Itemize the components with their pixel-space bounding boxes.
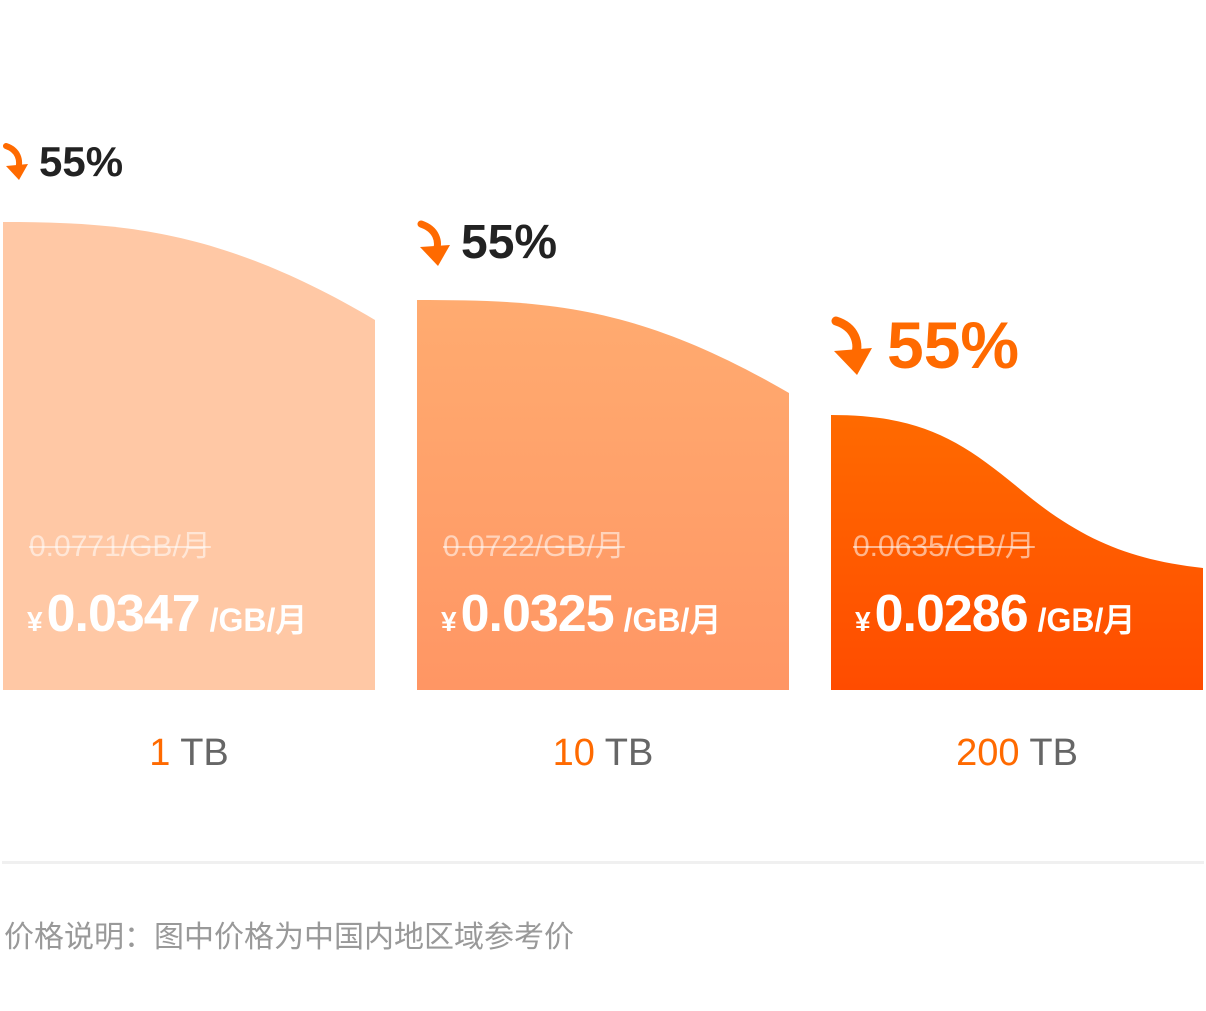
tier-2-capacity: 10 TB [417, 732, 789, 775]
tier-2-capacity-value: 10 [552, 732, 595, 774]
tier-2-currency: ¥ [441, 606, 457, 637]
divider [2, 861, 1204, 864]
price-tier-1tb: 55% 0.0771/GB/月 ¥ 0.0347 /GB/月 [3, 0, 375, 690]
tier-2-discount: 55% [417, 218, 557, 268]
tier-3-original-price: 0.0635/GB/月 [853, 530, 1035, 563]
tier-1-price: ¥ 0.0347 /GB/月 [27, 584, 307, 644]
tier-2-price-value: 0.0325 [460, 585, 615, 643]
tier-3-price-value: 0.0286 [874, 585, 1029, 643]
tier-2-discount-percent: 55% [461, 216, 558, 269]
tier-1-capacity-value: 1 [149, 732, 171, 774]
arrow-down-icon [831, 316, 872, 375]
tier-2-capacity-unit: TB [604, 732, 654, 774]
arrow-down-icon [417, 220, 450, 266]
tier-3-price-unit: /GB/月 [1037, 602, 1136, 638]
price-tier-10tb: 55% 0.0722/GB/月 ¥ 0.0325 /GB/月 [417, 0, 789, 690]
tier-3-capacity-unit: TB [1029, 732, 1078, 774]
tier-2-original-price: 0.0722/GB/月 [443, 530, 625, 563]
tier-3-currency: ¥ [855, 606, 871, 637]
tier-3-price: ¥ 0.0286 /GB/月 [855, 584, 1135, 644]
tier-2-price: ¥ 0.0325 /GB/月 [441, 584, 721, 644]
price-tier-200tb: 55% 0.0635/GB/月 ¥ 0.0286 /GB/月 [831, 0, 1203, 690]
tier-3-price-shape [831, 415, 1203, 690]
arrow-down-icon [3, 143, 28, 180]
tier-1-discount: 55% [3, 140, 123, 184]
tier-1-price-unit: /GB/月 [209, 602, 308, 638]
tier-1-price-shape [3, 222, 375, 690]
tier-1-capacity-unit: TB [180, 732, 229, 774]
tier-3-capacity: 200 TB [831, 732, 1203, 775]
tier-2-price-unit: /GB/月 [623, 602, 722, 638]
tier-3-discount: 55% [831, 312, 1019, 378]
tier-1-currency: ¥ [27, 606, 43, 637]
tier-3-discount-percent: 55% [887, 308, 1020, 382]
tier-1-discount-percent: 55% [39, 138, 124, 185]
tier-1-capacity: 1 TB [3, 732, 375, 775]
tier-3-capacity-value: 200 [956, 732, 1020, 774]
tier-1-price-value: 0.0347 [46, 585, 201, 643]
tier-1-original-price: 0.0771/GB/月 [29, 530, 211, 563]
tier-2-price-shape [417, 300, 789, 690]
price-note: 价格说明：图中价格为中国内地区域参考价 [4, 921, 574, 954]
